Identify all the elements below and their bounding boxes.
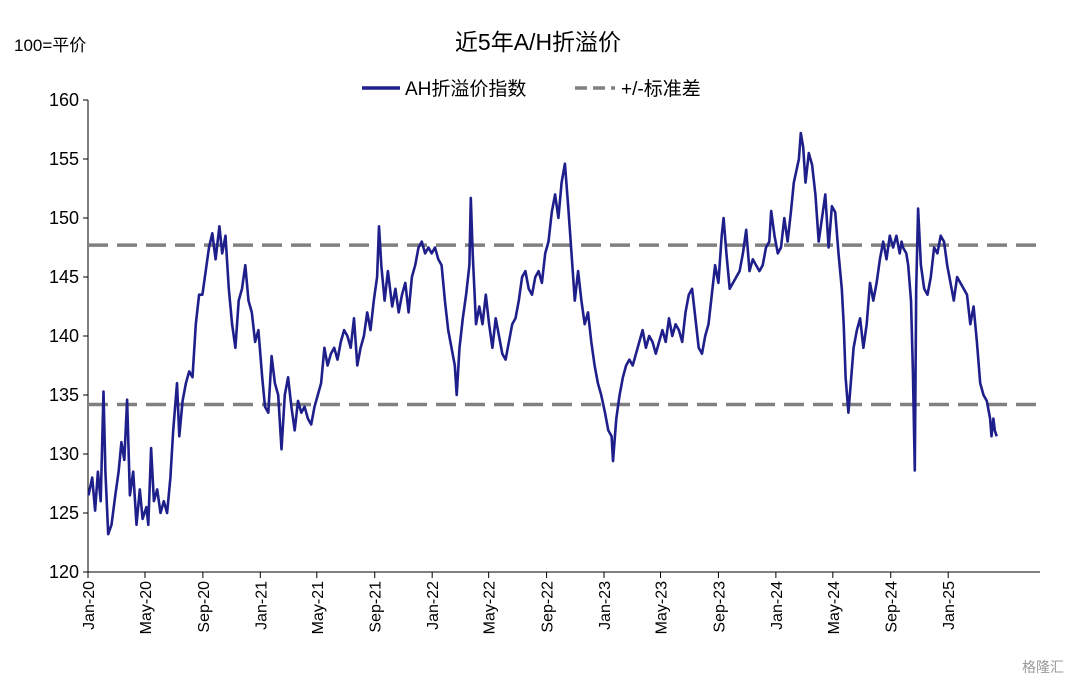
std-band-lines [88, 243, 1040, 407]
y-tick-label: 155 [49, 149, 79, 169]
watermark-text: 格隆汇 [1022, 659, 1064, 675]
x-tick-label: Sep-21 [368, 581, 385, 633]
ah-index-line [87, 131, 998, 536]
legend-label-std-band: +/-标准差 [621, 78, 701, 100]
y-tick-label: 140 [49, 326, 79, 346]
x-tick-label: Sep-24 [884, 581, 901, 633]
y-tick-label: 130 [49, 444, 79, 464]
y-tick-label: 145 [49, 267, 79, 287]
y-axis: 120 125 130 135 140 145 150 155 160 [49, 90, 89, 582]
x-tick-label: May-22 [482, 581, 499, 634]
x-tick-label: Jan-21 [253, 581, 270, 630]
x-tick-label: Jan-22 [425, 581, 442, 630]
x-axis: Jan-20 May-20 Sep-20 Jan-21 May-21 Sep-21 Jan-… [81, 571, 1040, 634]
x-tick-label: Jan-23 [597, 581, 614, 630]
y-tick-label: 135 [49, 385, 79, 405]
x-tick-label: Jan-24 [769, 581, 786, 630]
x-tick-label: Jan-25 [941, 581, 958, 630]
y-tick-label: 160 [49, 90, 79, 110]
y-tick-label: 150 [49, 208, 79, 228]
legend: AH折溢价指数 +/-标准差 [362, 78, 701, 100]
legend-label-ah-index: AH折溢价指数 [405, 78, 526, 100]
x-tick-label: Sep-20 [196, 581, 213, 633]
x-tick-label: May-21 [310, 581, 327, 634]
x-tick-label: Sep-23 [711, 581, 728, 633]
y-tick-label: 125 [49, 503, 79, 523]
series-layer [87, 131, 998, 536]
x-tick-label: Sep-22 [540, 581, 557, 633]
x-tick-label: May-24 [826, 581, 843, 634]
x-tick-label: Jan-20 [81, 581, 98, 630]
x-tick-label: May-23 [654, 581, 671, 634]
chart-title: 近5年A/H折溢价 [455, 29, 621, 55]
y-tick-label: 120 [49, 562, 79, 582]
x-tick-label: May-20 [138, 581, 155, 634]
y-unit-label: 100=平价 [14, 36, 86, 55]
